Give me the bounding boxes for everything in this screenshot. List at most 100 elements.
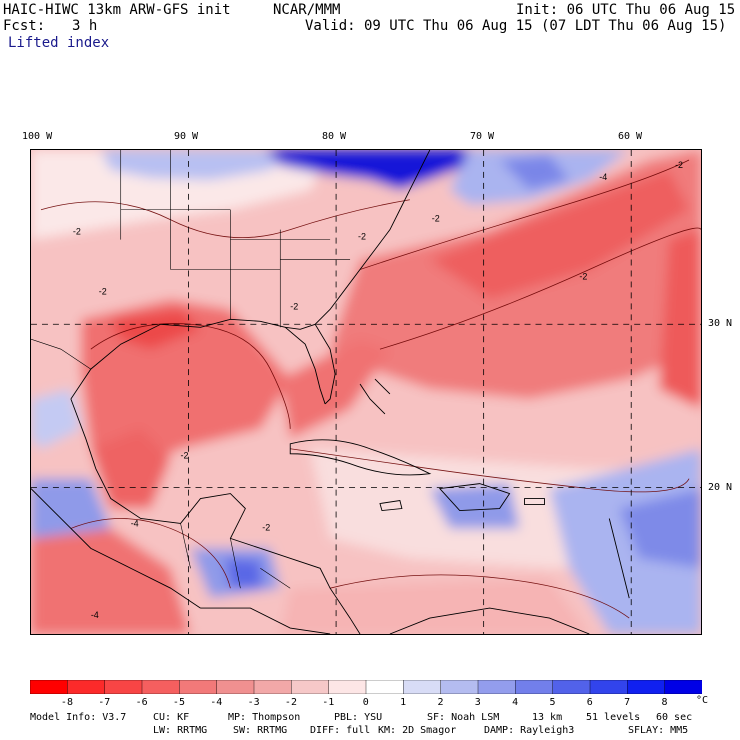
colorbar-box [627,680,666,694]
field-red-east-edge [659,229,701,409]
lon-label-90w: 90 W [174,131,199,142]
colorbar-box [403,680,442,694]
lon-label-60w: 60 W [618,131,643,142]
bahamas [359,378,391,415]
colorbar-tick-label: 4 [512,697,519,708]
colorbar-box [365,680,404,694]
contour-label: -2 [675,160,683,170]
field-deep-blue-north [265,150,490,190]
colorbar-boxes [30,680,702,694]
field-name: Lifted index [8,35,110,51]
colorbar-tick-label: -1 [322,697,335,708]
colorbar-box [253,680,292,694]
footer-km: KM: 2D Smagor [378,725,457,736]
field-blue-mexico-west [31,478,111,549]
us-mexico-border [31,338,91,370]
contour-label: -2 [73,227,81,237]
colorbar-tick-label: -5 [172,697,185,708]
colorbar-box [104,680,143,694]
contour-labels: -2 -2 -2 -2 -2 -2 -2 -2 -2 -4 -4 -4 [73,160,683,620]
political-borders [31,150,351,589]
field-red-south-caribbean [280,578,590,634]
contour-line [359,159,690,270]
contour-label: -4 [91,610,99,620]
colorbar-tick-label: -3 [247,697,260,708]
colorbar-box [216,680,255,694]
east-coastline [314,150,431,325]
footer-sw: SW: RRTMG [233,725,288,736]
field-blue-north [100,150,291,180]
footer-mp: MP: Thompson [228,712,301,723]
colorbar-tick-label: 7 [624,697,631,708]
jamaica [379,500,403,511]
puerto-rico [524,498,545,505]
footer-model-info: Model Info: V3.7 [30,712,127,723]
colorbar-tick-label: 0 [362,697,369,708]
colorbar-tick-label: 8 [661,697,668,708]
contour-lines [40,159,701,619]
contour-label: -2 [290,301,298,311]
contour-line [330,574,630,619]
footer-lw: LW: RRTMG [153,725,208,736]
contour-label: -2 [358,232,366,242]
forecast-label: Fcst: [3,18,46,34]
cuba [289,439,432,476]
lesser-antilles [608,518,630,599]
valid-time: Valid: 09 UTC Thu 06 Aug 15 (07 LDT Thu … [305,18,727,34]
colorbar-tick-label: -8 [60,697,73,708]
footer-cu: CU: KF [153,712,190,723]
contour-line [379,227,701,350]
field-blue-south-atlantic [549,448,701,634]
lon-label-80w: 80 W [322,131,347,142]
model-title: HAIC-HIWC 13km ARW-GFS init [3,2,231,18]
colorbar-tick-label: -7 [98,697,111,708]
footer-sflay: SFLAY: MM5 [628,725,689,736]
colorbar-unit: °C [696,695,709,706]
field-red-south-pacific [31,528,191,634]
contour-label: -2 [99,286,107,296]
lon-label-100w: 100 W [22,131,53,142]
contour-line [290,448,690,493]
field-red-atlantic-core [429,169,690,300]
contour-label: -2 [432,214,440,224]
footer-timestep: 60 sec [656,712,693,723]
colorbar-box [552,680,591,694]
colorbar-tick-label: 2 [437,697,444,708]
field-mid-blue-south-atlantic [619,488,701,569]
mexico-coastline [70,398,181,524]
contour-label: -2 [181,451,189,461]
contour-label: -2 [579,271,587,281]
colorbar-box [664,680,702,694]
lifted-index-map: -2 -2 -2 -2 -2 -2 -2 -2 -2 -4 -4 -4 [30,149,702,635]
field-blue-hispaniola [429,483,520,529]
field-red-florida [280,339,390,439]
field-shading [31,150,701,634]
colorbar-box [589,680,628,694]
colorbar-box [30,680,68,694]
mexico-pacific-coast [31,488,201,609]
init-time: Init: 06 UTC Thu 06 Aug 15 [516,2,736,18]
contour-label: -2 [262,522,270,532]
contour-label: -4 [599,172,607,182]
colorbar-box [141,680,180,694]
hispaniola [438,483,511,511]
field-red-mexico [90,428,171,509]
colorbar-tick-label: 1 [400,697,407,708]
lat-label-30n: 30 N [708,318,733,329]
colorbar-tick-label: 5 [549,697,556,708]
footer-pbl: PBL: YSU [334,712,383,723]
yucatan-coastline [180,493,261,549]
colorbar-box [179,680,218,694]
footer-sf: SF: Noah LSM [427,712,500,723]
colorbar-box [291,680,330,694]
lat-label-20n: 20 N [708,482,733,493]
colorbar-tick-label: -4 [210,697,223,708]
colorbar-tick-label: -2 [284,697,297,708]
colorbar-tick-label: -6 [135,697,148,708]
colorbar-box [328,680,367,694]
field-deep-blue-central-america [225,558,263,589]
central-america-coast [200,607,331,634]
colorbar [30,680,702,694]
colorbar-box [67,680,106,694]
contour-label: -4 [131,518,139,528]
